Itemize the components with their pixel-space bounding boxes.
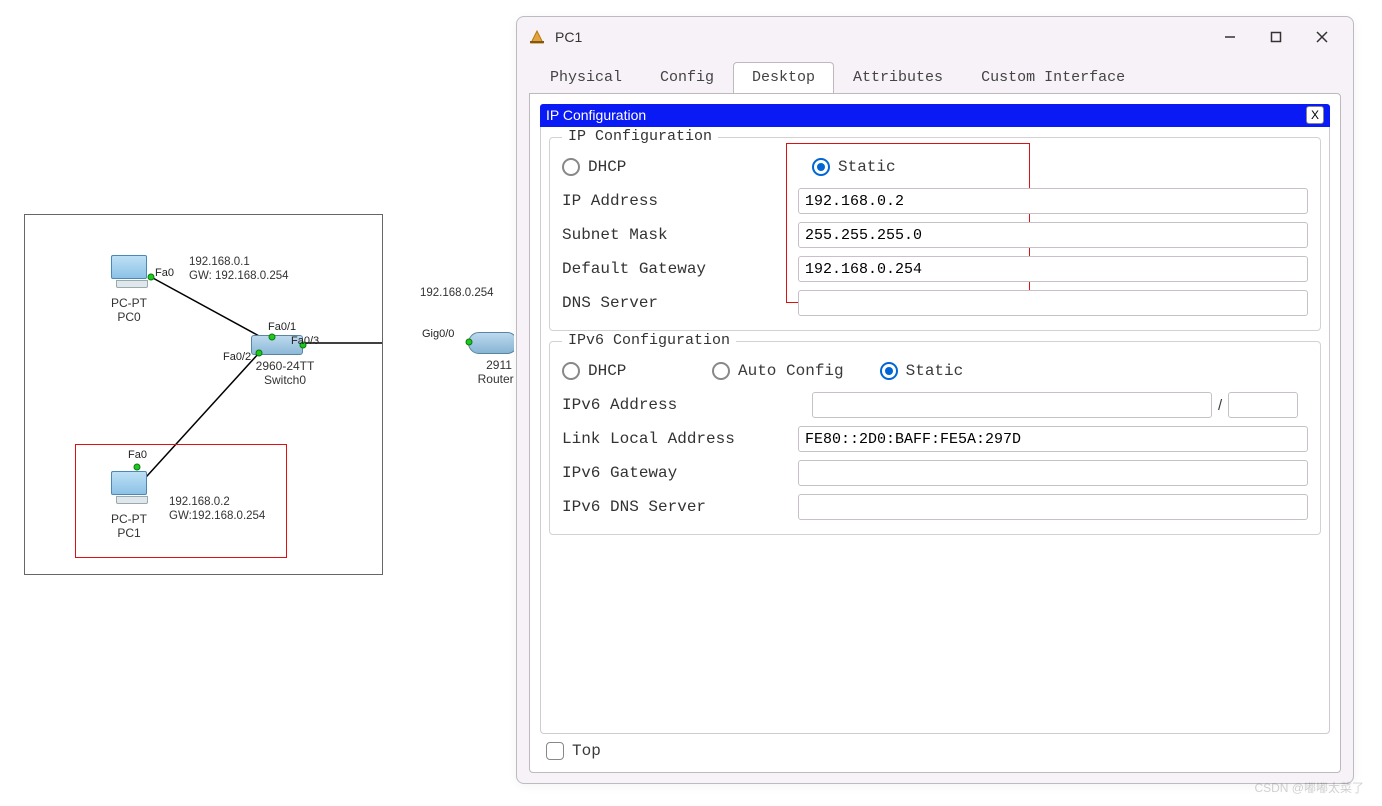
pc1-info: 192.168.0.2 GW:192.168.0.254 xyxy=(169,495,265,523)
port-label-fa03: Fa0/3 xyxy=(291,335,319,347)
radio-auto-config-v6[interactable]: Auto Config xyxy=(712,362,844,380)
checkbox-top[interactable] xyxy=(546,742,564,760)
pc0-gw: GW: 192.168.0.254 xyxy=(189,270,289,282)
device-router0[interactable] xyxy=(468,332,514,354)
device-label-pc0: PC-PT PC0 xyxy=(99,296,159,324)
input-default-gateway[interactable] xyxy=(798,256,1308,282)
port-dot xyxy=(134,464,141,471)
footer-row: Top xyxy=(540,734,1330,762)
topology-canvas: Fa0 PC-PT PC0 192.168.0.1 GW: 192.168.0.… xyxy=(24,214,383,575)
app-icon xyxy=(527,27,547,47)
label-ipv6-gateway: IPv6 Gateway xyxy=(562,464,798,482)
radio-dhcp-v4[interactable]: DHCP xyxy=(562,158,812,176)
group-title-ipv6: IPv6 Configuration xyxy=(562,332,736,349)
label-ipv6-dns: IPv6 DNS Server xyxy=(562,498,798,516)
device-label-router0: 2911 Router0 xyxy=(464,358,514,386)
input-ipv6-gateway[interactable] xyxy=(798,460,1308,486)
device-pc1[interactable] xyxy=(111,471,153,511)
radio-static-v6[interactable]: Static xyxy=(880,362,964,380)
pc0-type: PC-PT xyxy=(111,296,147,310)
pane-close-button[interactable]: X xyxy=(1306,106,1324,124)
port-label-fa01: Fa0/1 xyxy=(268,321,296,333)
input-link-local[interactable] xyxy=(798,426,1308,452)
minimize-button[interactable] xyxy=(1207,22,1253,52)
group-ipv4: IP Configuration DHCP Static IP Address … xyxy=(549,137,1321,331)
label-top: Top xyxy=(572,742,601,760)
port-dot xyxy=(256,350,263,357)
group-title-ipv4: IP Configuration xyxy=(562,128,718,145)
tab-physical[interactable]: Physical xyxy=(531,62,641,93)
pc1-type: PC-PT xyxy=(111,512,147,526)
label-subnet-mask: Subnet Mask xyxy=(562,226,798,244)
input-dns-server[interactable] xyxy=(798,290,1308,316)
tab-page-desktop: IP Configuration X IP Configuration DHCP… xyxy=(529,93,1341,773)
radio-static-v4[interactable]: Static xyxy=(812,158,896,176)
tab-strip: Physical Config Desktop Attributes Custo… xyxy=(517,57,1353,93)
pc1-config-window: PC1 Physical Config Desktop Attributes C… xyxy=(516,16,1354,784)
label-default-gateway: Default Gateway xyxy=(562,260,798,278)
pc0-ip: 192.168.0.1 xyxy=(189,256,250,268)
pc1-gw: GW:192.168.0.254 xyxy=(169,510,265,522)
input-subnet-mask[interactable] xyxy=(798,222,1308,248)
router0-ip: 192.168.0.254 xyxy=(420,286,494,300)
input-ip-address[interactable] xyxy=(798,188,1308,214)
close-button[interactable] xyxy=(1299,22,1345,52)
input-ipv6-prefix[interactable] xyxy=(1228,392,1298,418)
radio-dhcp-v6[interactable]: DHCP xyxy=(562,362,712,380)
port-dot xyxy=(148,274,155,281)
device-label-pc1: PC-PT PC1 xyxy=(99,512,159,540)
titlebar[interactable]: PC1 xyxy=(517,17,1353,57)
window-title: PC1 xyxy=(555,29,1207,45)
label-dns-server: DNS Server xyxy=(562,294,798,312)
input-ipv6-address[interactable] xyxy=(812,392,1212,418)
label-ip-address: IP Address xyxy=(562,192,798,210)
device-label-switch0: 2960-24TT Switch0 xyxy=(245,359,325,387)
tab-attributes[interactable]: Attributes xyxy=(834,62,962,93)
ipv6-prefix-sep: / xyxy=(1218,397,1222,414)
pc1-ip: 192.168.0.2 xyxy=(169,496,230,508)
router0-model: 2911 xyxy=(486,358,512,372)
pane-header: IP Configuration X xyxy=(540,104,1330,127)
maximize-button[interactable] xyxy=(1253,22,1299,52)
tab-desktop[interactable]: Desktop xyxy=(733,62,834,94)
pane-title: IP Configuration xyxy=(546,107,646,123)
port-label-pc1-fa0: Fa0 xyxy=(128,449,147,461)
pc0-info: 192.168.0.1 GW: 192.168.0.254 xyxy=(189,255,289,283)
tab-custom-interface[interactable]: Custom Interface xyxy=(962,62,1144,93)
pc0-name: PC0 xyxy=(117,310,140,324)
tab-config[interactable]: Config xyxy=(641,62,733,93)
label-link-local: Link Local Address xyxy=(562,430,798,448)
switch0-model: 2960-24TT xyxy=(256,359,315,373)
router0-name: Router0 xyxy=(478,372,514,386)
pc1-name: PC1 xyxy=(117,526,140,540)
port-label-pc0-fa0: Fa0 xyxy=(155,267,174,279)
label-ipv6-address: IPv6 Address xyxy=(562,396,812,414)
port-label-router-g00: Gig0/0 xyxy=(422,328,454,340)
port-dot xyxy=(269,334,276,341)
switch0-name: Switch0 xyxy=(264,373,306,387)
input-ipv6-dns[interactable] xyxy=(798,494,1308,520)
group-ipv6: IPv6 Configuration DHCP Auto Config Stat… xyxy=(549,341,1321,535)
